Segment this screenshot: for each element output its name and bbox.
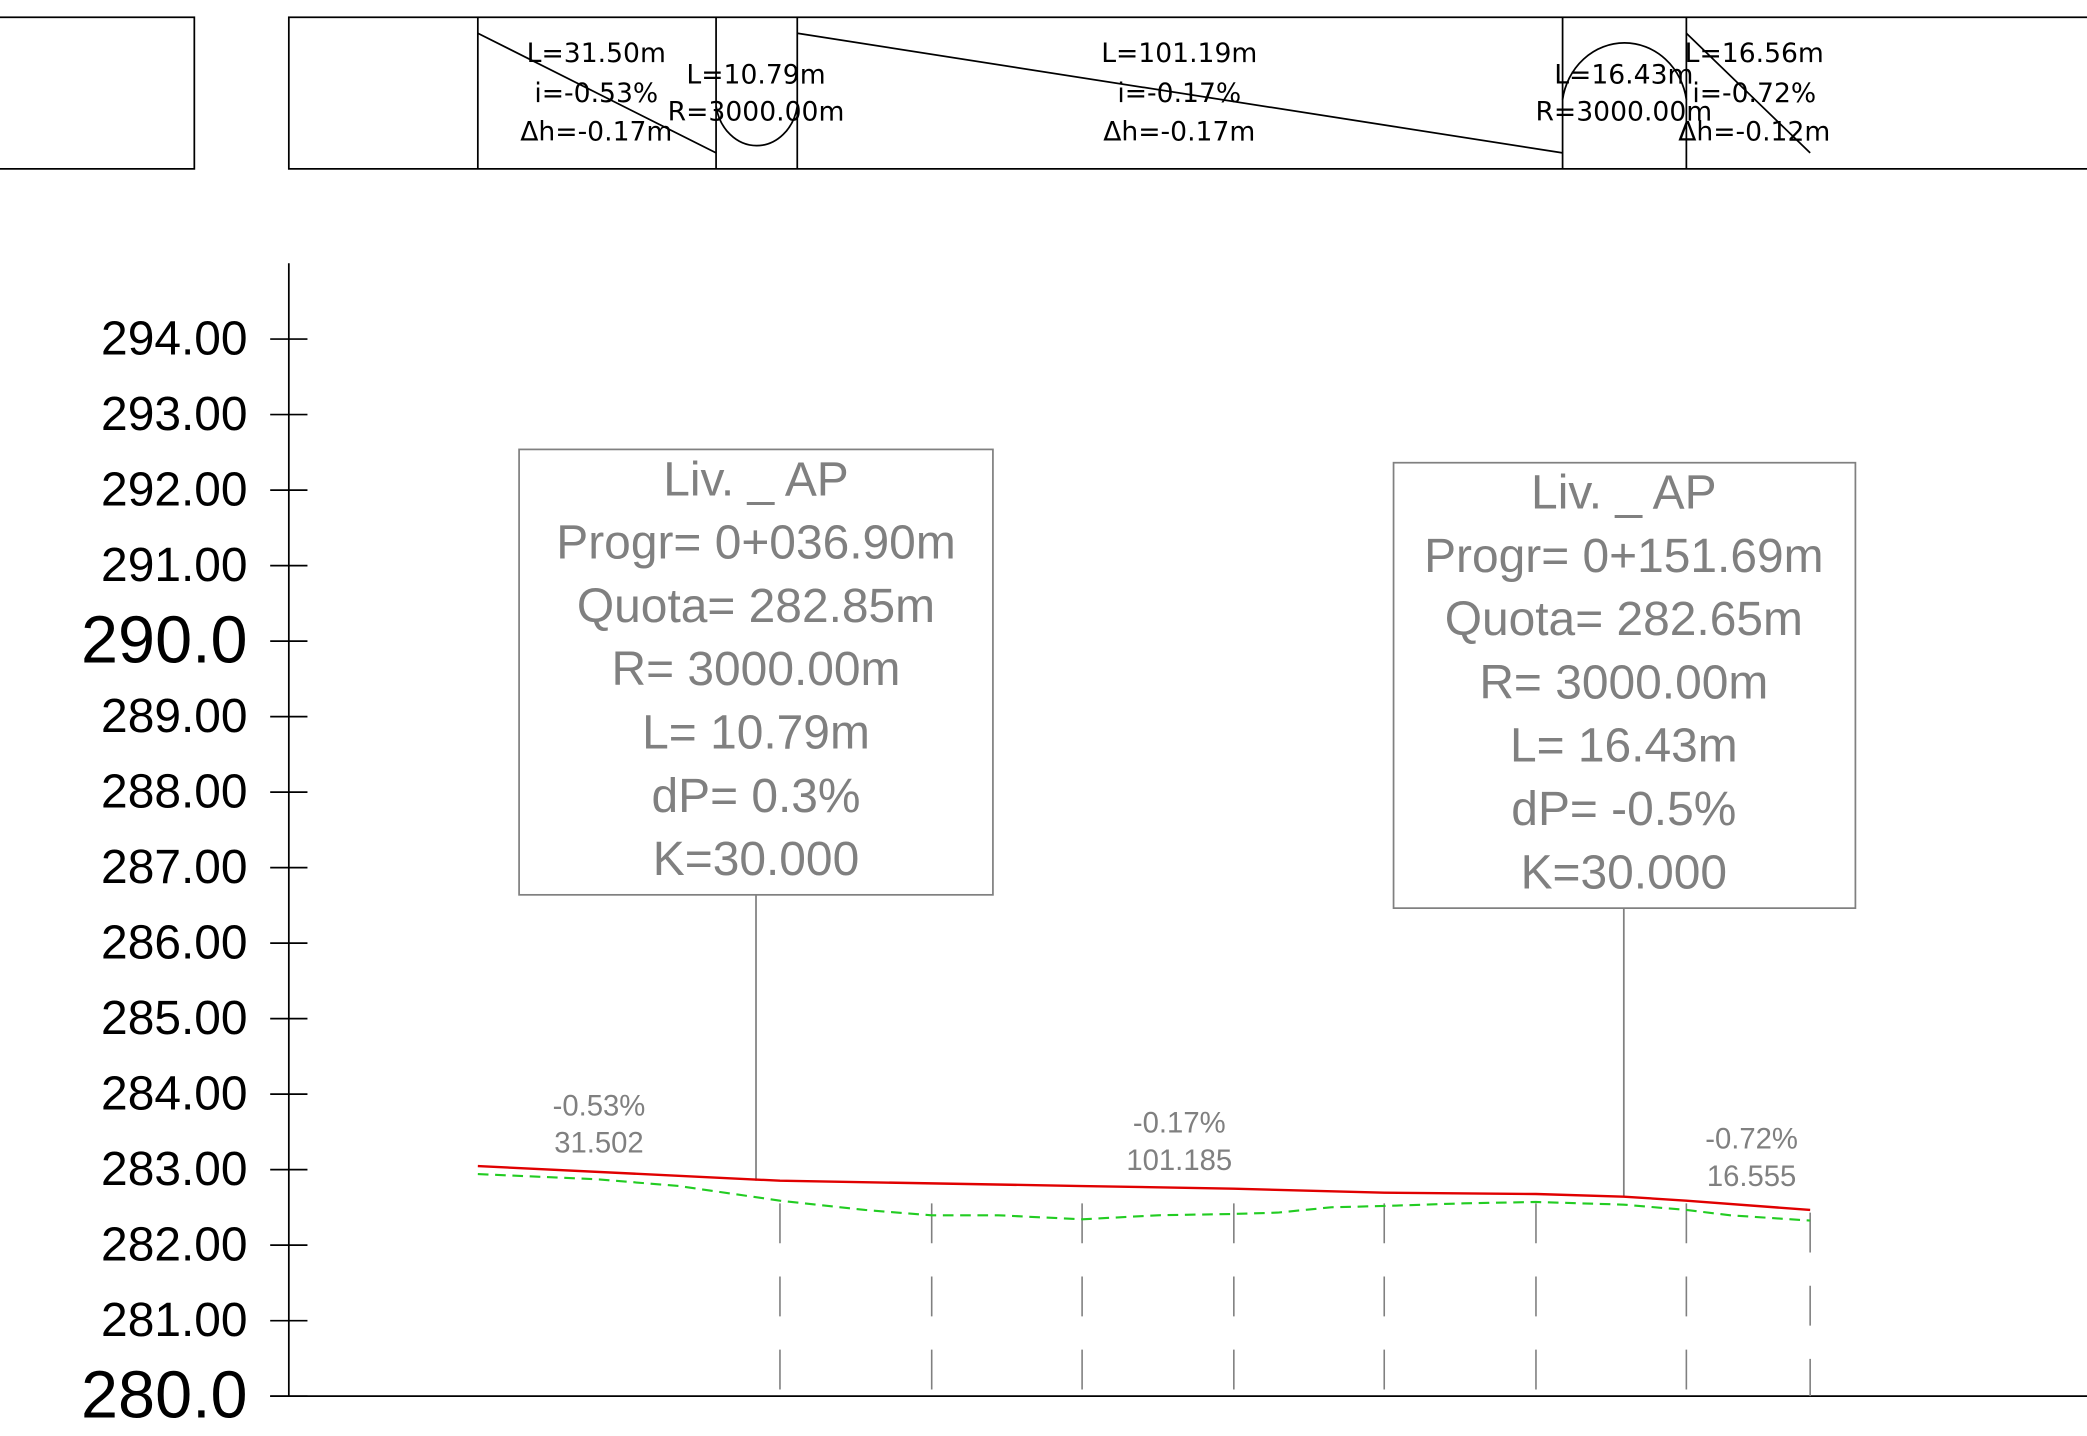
- band-label: i=-0.17%: [1117, 78, 1241, 109]
- band-box: [287, 16, 2087, 170]
- callout-text: Quota= 282.65m: [1445, 593, 1803, 646]
- y-tick-label: 284.00: [101, 1067, 248, 1120]
- y-tick-label: 294.00: [101, 312, 248, 365]
- top-band: [0, 16, 2087, 170]
- callout-text: L= 16.43m: [1510, 720, 1738, 773]
- band-label: Δh=-0.17m: [1103, 116, 1255, 147]
- y-tick-label: 280.0: [81, 1359, 248, 1433]
- callout-text: Progr= 0+036.90m: [556, 517, 955, 570]
- callout-text: Liv. _ AP: [1531, 467, 1717, 520]
- band-box: [0, 16, 196, 170]
- y-tick-label: 289.00: [101, 690, 248, 743]
- band-label: L=16.56m: [1685, 38, 1824, 69]
- slope-label: -0.72%: [1705, 1124, 1798, 1156]
- callout-text: R= 3000.00m: [1479, 656, 1768, 709]
- band-label: L=16.43m: [1554, 59, 1693, 90]
- callout-text: K=30.000: [1521, 846, 1727, 899]
- callout-text: dP= -0.5%: [1511, 783, 1736, 836]
- callout-text: L= 10.79m: [642, 706, 870, 759]
- y-tick-label: 293.00: [101, 388, 248, 441]
- callout-text: dP= 0.3%: [651, 770, 860, 823]
- y-tick-label: 288.00: [101, 765, 248, 818]
- y-tick-label: 291.00: [101, 539, 248, 592]
- y-tick-label: 286.00: [101, 916, 248, 969]
- design-profile: [477, 1164, 1811, 1212]
- ground-profile: [477, 1173, 1811, 1222]
- slope-label: 101.185: [1126, 1145, 1232, 1177]
- axes: [270, 263, 2087, 1397]
- y-ticks: [270, 338, 308, 1398]
- station-markers: [779, 1203, 1811, 1397]
- callout-text: Quota= 282.85m: [577, 580, 935, 633]
- band-label: i=-0.72%: [1692, 78, 1816, 109]
- slope-label: 16.555: [1707, 1161, 1797, 1193]
- band-label: L=101.19m: [1101, 38, 1257, 69]
- grade-diagonals: [477, 32, 1811, 154]
- band-label: R=3000.00m: [1535, 97, 1712, 128]
- callout-text: K=30.000: [653, 833, 859, 886]
- band-label: Δh=-0.12m: [1678, 116, 1830, 147]
- slope-label: -0.17%: [1133, 1108, 1226, 1140]
- sag-curve: [715, 106, 799, 147]
- slope-label: -0.53%: [553, 1090, 646, 1122]
- band-label: i=-0.53%: [534, 78, 658, 109]
- y-tick-label: 287.00: [101, 841, 248, 894]
- y-tick-label: 281.00: [101, 1294, 248, 1347]
- band-label: Δh=-0.17m: [520, 116, 672, 147]
- callout-text: Progr= 0+151.69m: [1424, 530, 1823, 583]
- band-label: L=10.79m: [686, 59, 825, 90]
- y-tick-label: 285.00: [101, 992, 248, 1045]
- y-tick-label: 282.00: [101, 1219, 248, 1272]
- station-lines: [779, 1203, 1811, 1397]
- y-tick-label: 292.00: [101, 463, 248, 516]
- y-tick-label: 290.0: [81, 604, 248, 678]
- y-tick-label: 283.00: [101, 1143, 248, 1196]
- band-dividers: [476, 17, 1688, 169]
- crest-curve: [1561, 42, 1688, 100]
- slope-label: 31.502: [554, 1128, 644, 1160]
- callout-frames: [518, 448, 1857, 1197]
- band-label: L=31.50m: [527, 38, 666, 69]
- callout-text: R= 3000.00m: [612, 643, 901, 696]
- callout-text: Liv. _ AP: [663, 453, 849, 506]
- band-label: R=3000.00m: [668, 97, 845, 128]
- labels: L=31.50m i=-0.53% Δh=-0.17m L=10.79m R=3000.…: [81, 38, 1830, 1433]
